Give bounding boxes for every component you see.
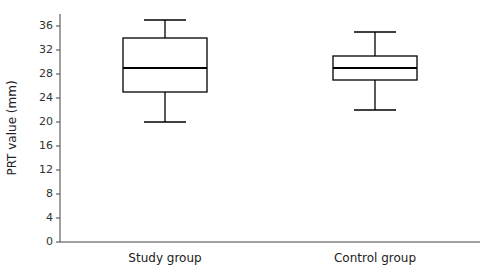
y-tick-label: 8 <box>46 187 53 200</box>
y-axis-line <box>60 14 61 242</box>
y-tick <box>56 170 60 171</box>
y-tick-label: 4 <box>46 211 53 224</box>
cap-high <box>144 19 186 20</box>
y-tick-label: 20 <box>39 115 53 128</box>
whisker-low <box>374 80 375 110</box>
whisker-high <box>374 32 375 56</box>
y-tick <box>56 146 60 147</box>
y-tick-label: 12 <box>39 163 53 176</box>
y-tick-label: 32 <box>39 43 53 56</box>
y-tick-label: 28 <box>39 67 53 80</box>
x-axis-line <box>60 242 480 243</box>
chart-container: 0 4 8 12 16 20 24 28 32 36 PRT value (mm) Study gro… <box>0 0 500 280</box>
x-tick-label: Control group <box>334 251 416 265</box>
y-tick <box>56 242 60 243</box>
box <box>123 38 207 92</box>
whisker-low <box>164 92 165 122</box>
boxes <box>123 20 417 122</box>
y-tick <box>56 74 60 75</box>
box <box>333 56 417 80</box>
y-tick <box>56 50 60 51</box>
cap-low <box>354 109 396 110</box>
cap-high <box>354 31 396 32</box>
y-tick-label: 16 <box>39 139 53 152</box>
y-tick-label: 24 <box>39 91 53 104</box>
y-tick <box>56 194 60 195</box>
cap-low <box>144 121 186 122</box>
y-axis-label: PRT value (mm) <box>5 80 19 175</box>
y-tick-label: 36 <box>39 19 53 32</box>
y-tick <box>56 98 60 99</box>
median <box>333 67 417 69</box>
median <box>123 67 207 69</box>
chart: 0 4 8 12 16 20 24 28 32 36 PRT value (mm) Study gro… <box>0 0 500 280</box>
x-tick-label: Study group <box>128 251 201 265</box>
y-tick <box>56 122 60 123</box>
whisker-high <box>164 20 165 38</box>
y-tick-label: 0 <box>46 235 53 248</box>
y-tick <box>56 26 60 27</box>
y-tick <box>56 218 60 219</box>
